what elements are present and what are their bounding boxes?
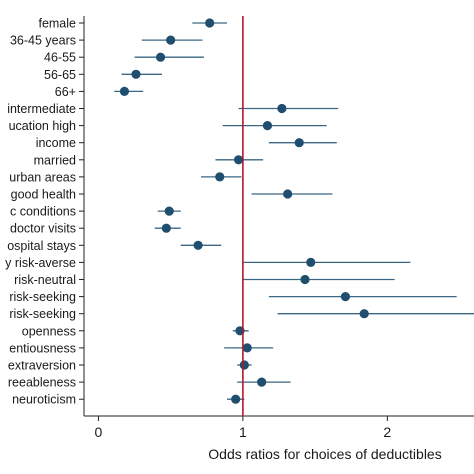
y-tick-label: risk-seeking	[9, 307, 76, 321]
point-estimate	[242, 343, 252, 353]
forest-row: reeableness	[8, 376, 291, 390]
y-tick-label: entiousness	[9, 341, 76, 355]
y-tick-label: good health	[11, 188, 76, 202]
forest-row: 56-65	[44, 68, 162, 82]
forest-row: good health	[11, 188, 333, 202]
point-estimate	[119, 86, 130, 96]
forest-row: ucation high	[9, 119, 327, 133]
forest-row: married	[34, 153, 264, 167]
forest-row: intermediate	[7, 102, 339, 116]
forest-row: extraversion	[8, 359, 252, 373]
forest-row: risk-seeking	[9, 307, 474, 321]
forest-row: income	[36, 136, 337, 150]
forest-row: entiousness	[9, 341, 274, 355]
x-tick-label: 1	[239, 424, 247, 440]
point-estimate	[193, 240, 203, 250]
point-estimate	[233, 155, 244, 165]
y-tick-label: female	[38, 17, 76, 31]
x-tick-label: 2	[383, 424, 391, 440]
y-tick-label: 56-65	[44, 68, 76, 82]
y-tick-label: c conditions	[10, 205, 76, 219]
y-tick-label: risk-seeking	[9, 290, 76, 304]
forest-row: risk-seeking	[9, 290, 457, 304]
point-estimate	[257, 377, 267, 387]
point-estimate	[215, 172, 225, 182]
forest-row: ospital stays	[7, 239, 222, 253]
forest-row: openness	[22, 324, 249, 338]
forest-row: risk-neutral	[14, 273, 395, 287]
forest-row: c conditions	[10, 205, 181, 219]
y-tick-label: neuroticism	[12, 393, 76, 407]
y-tick-label: ucation high	[9, 119, 76, 133]
y-tick-label: y risk-averse	[5, 256, 76, 270]
point-estimate	[306, 257, 316, 267]
point-estimate	[239, 360, 249, 370]
x-ticks: 0 1 2	[95, 416, 391, 440]
y-tick-label: openness	[22, 324, 76, 338]
point-estimate	[164, 206, 174, 216]
forest-row: 66+	[55, 85, 144, 99]
y-tick-label: income	[36, 136, 76, 150]
y-tick-label: extraversion	[8, 359, 76, 373]
x-axis-label: Odds ratios for choices of deductibles	[208, 446, 441, 462]
y-tick-label: doctor visits	[10, 222, 76, 236]
point-estimate	[340, 292, 351, 302]
point-estimate	[131, 69, 141, 79]
y-tick-label: 36-45 years	[10, 34, 76, 48]
point-estimate	[161, 223, 171, 233]
y-tick-label: reeableness	[8, 376, 76, 390]
point-estimate	[231, 394, 241, 404]
x-tick-label: 0	[95, 424, 103, 440]
y-tick-label: risk-neutral	[14, 273, 76, 287]
y-tick-label: 46-55	[44, 51, 76, 65]
point-estimate	[205, 18, 215, 28]
forest-row: urban areas	[9, 170, 242, 184]
forest-row: 36-45 years	[10, 34, 203, 48]
y-tick-label: 66+	[55, 85, 76, 99]
y-tick-label: urban areas	[9, 170, 76, 184]
point-estimate	[359, 309, 369, 319]
forest-row: y risk-averse	[5, 256, 411, 270]
rows-layer: female 36-45 years 46-55 56-65 66+ intermedia…	[5, 17, 474, 407]
y-tick-label: intermediate	[7, 102, 76, 116]
point-estimate	[262, 121, 273, 131]
point-estimate	[283, 189, 293, 199]
forest-row: doctor visits	[10, 222, 181, 236]
point-estimate	[300, 274, 310, 285]
point-estimate	[277, 103, 287, 114]
forest-row: neuroticism	[12, 393, 245, 407]
y-tick-label: ospital stays	[7, 239, 76, 253]
point-estimate	[155, 52, 166, 62]
point-estimate	[294, 138, 304, 148]
forest-row: 46-55	[44, 51, 204, 65]
point-estimate	[166, 35, 176, 45]
y-tick-label: married	[34, 153, 76, 167]
forest-row: female	[38, 17, 227, 31]
